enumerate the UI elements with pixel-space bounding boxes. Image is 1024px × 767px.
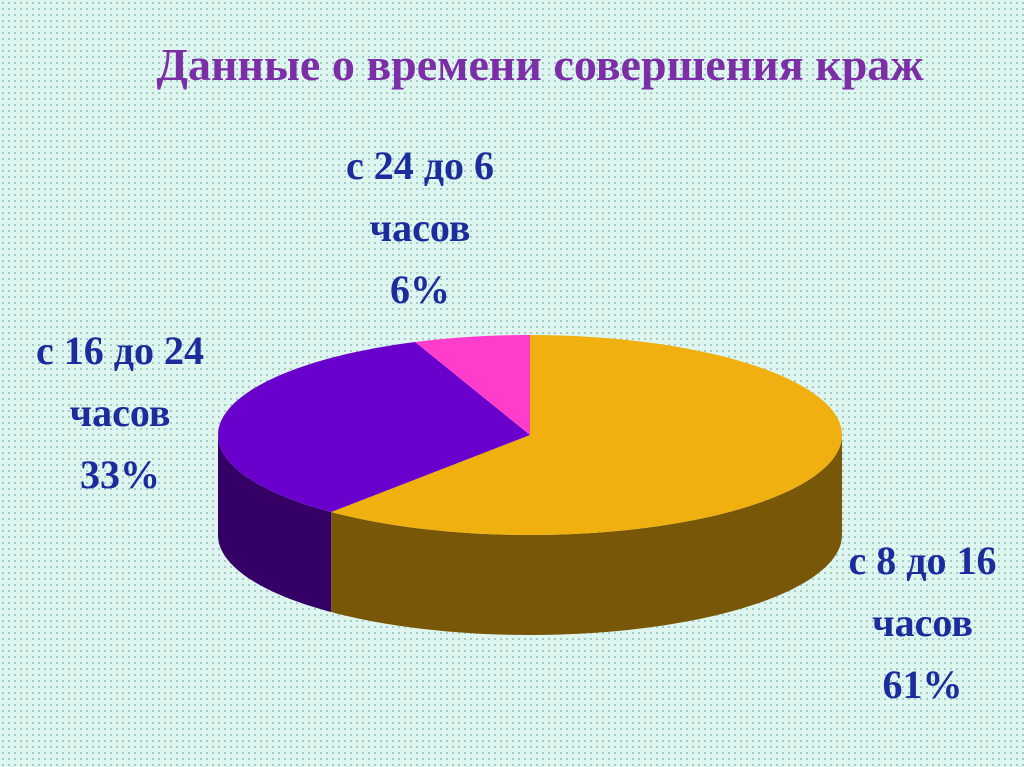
pie-slice	[218, 342, 531, 513]
slice-label: с 16 до 24 часов 33%	[15, 320, 225, 506]
category-label: с 24 до 6 часов	[346, 143, 494, 250]
value-label: 61%	[882, 662, 963, 707]
value-label: 33%	[80, 452, 160, 497]
slice-label: с 8 до 16 часов 61%	[835, 530, 1010, 716]
category-label: с 16 до 24 часов	[36, 328, 204, 435]
pie-side	[218, 435, 332, 613]
pie-slice	[415, 335, 530, 435]
category-label: с 8 до 16 часов	[848, 538, 997, 645]
pie-side	[331, 435, 842, 635]
slice-label: с 24 до 6 часов 6%	[325, 135, 515, 321]
pie-slice	[331, 335, 842, 535]
chart-title: Данные о времени совершения краж	[156, 39, 924, 90]
value-label: 6%	[390, 267, 450, 312]
